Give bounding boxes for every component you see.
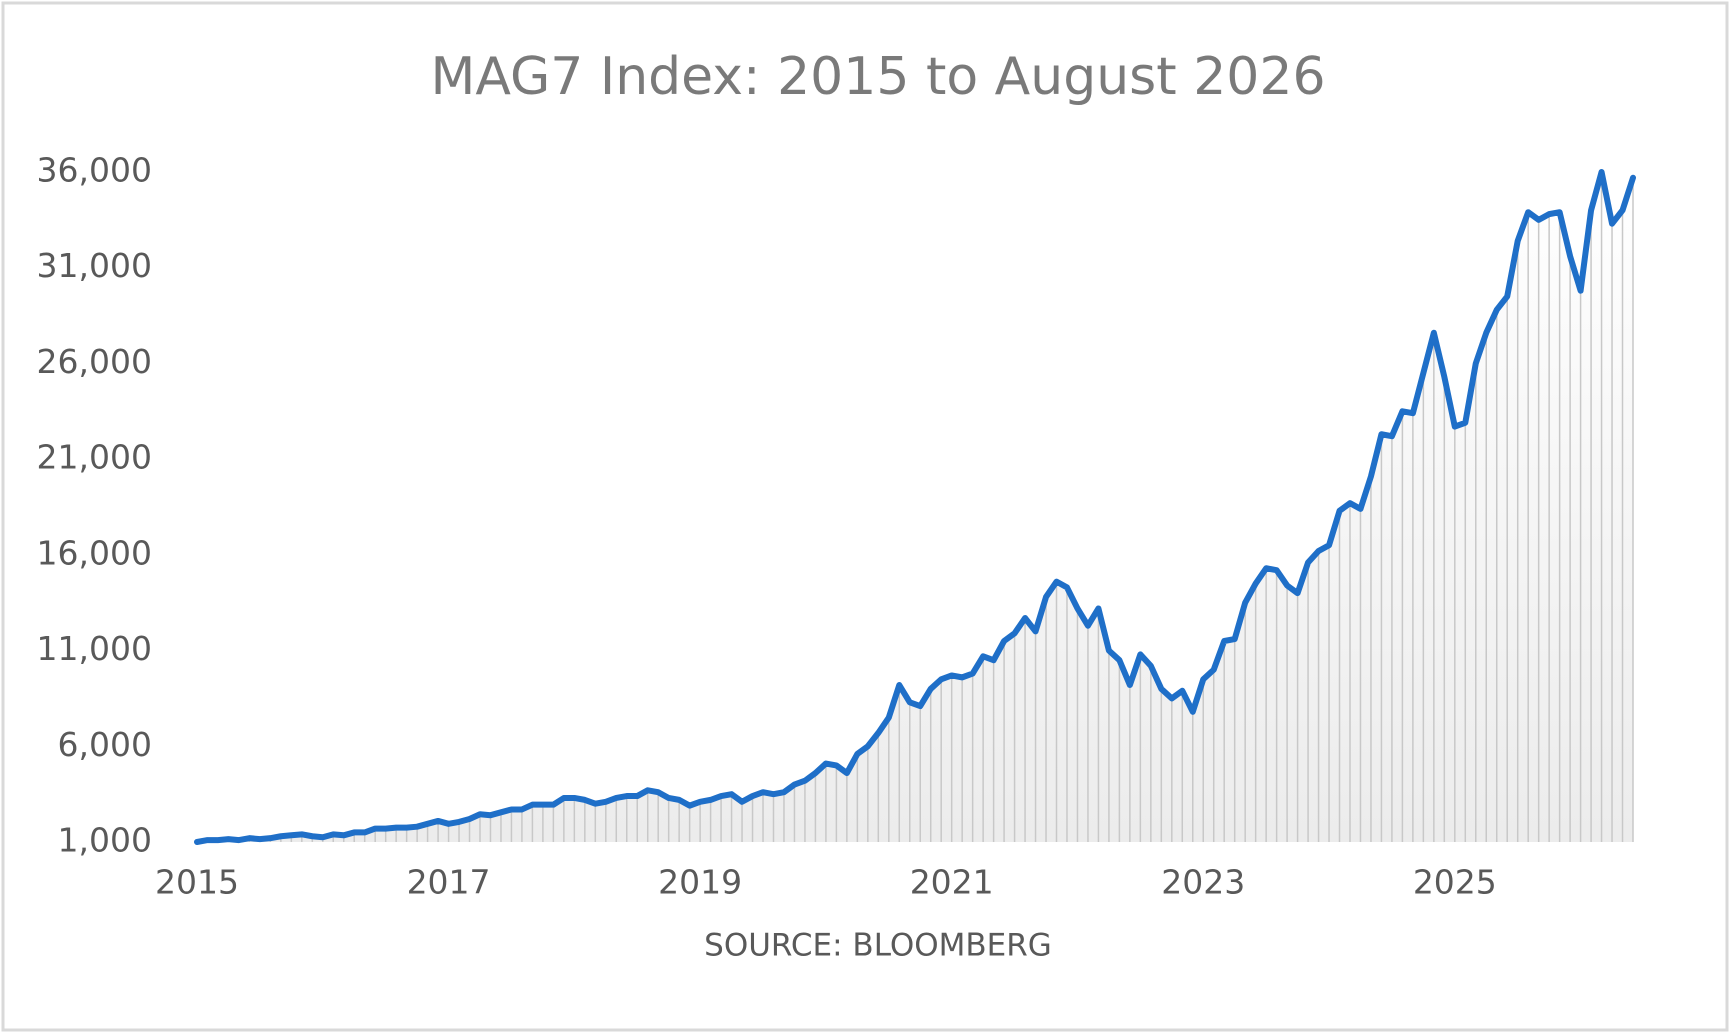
area bbox=[197, 172, 1633, 842]
y-tick-label: 36,000 bbox=[37, 151, 152, 190]
x-axis-label: SOURCE: BLOOMBERG bbox=[704, 928, 1052, 964]
x-tick-label: 2019 bbox=[658, 863, 742, 902]
x-tick-label: 2023 bbox=[1161, 863, 1245, 902]
x-tick-label: 2017 bbox=[407, 863, 491, 902]
line bbox=[194, 169, 1636, 845]
x-tick-label: 2021 bbox=[910, 863, 994, 902]
chart-title: MAG7 Index: 2015 to August 2026 bbox=[430, 47, 1325, 107]
y-tick-label: 16,000 bbox=[37, 533, 152, 572]
x-tick-label: 2025 bbox=[1413, 863, 1497, 902]
y-tick-label: 21,000 bbox=[37, 438, 152, 477]
y-tick-label: 11,000 bbox=[37, 629, 152, 668]
y-tick-label: 26,000 bbox=[37, 342, 152, 381]
y-tick-label: 1,000 bbox=[58, 821, 152, 860]
y-tick-label: 6,000 bbox=[58, 725, 152, 764]
y-tick-label: 31,000 bbox=[37, 246, 152, 285]
x-tick-label: 2015 bbox=[155, 863, 239, 902]
